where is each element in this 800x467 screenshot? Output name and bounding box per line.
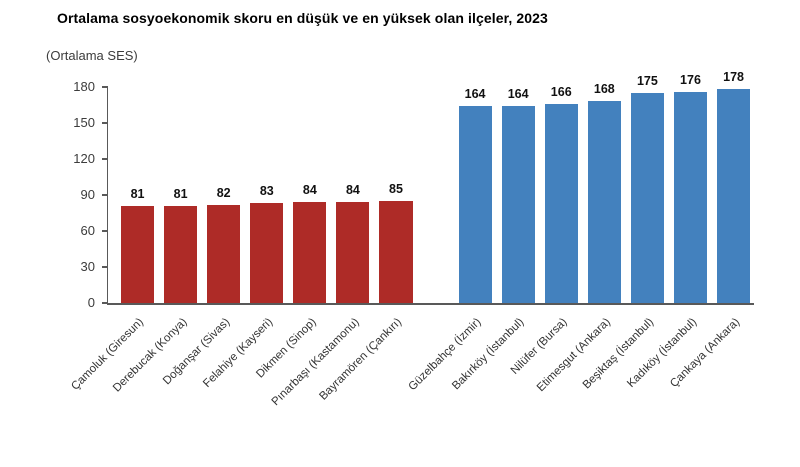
bar: [587, 101, 621, 303]
bar-slot: 84 Dikmen (Sinop): [254, 87, 327, 381]
x-axis-category-label: Çamoluk (Giresun): [69, 316, 147, 393]
bar-slot: 175 Beşiktaş (İstanbul): [581, 74, 664, 391]
bar-value-label: 178: [723, 70, 744, 85]
bar: [250, 203, 284, 303]
y-axis: 0 30 60 90 120 150 180: [48, 79, 108, 310]
bar-value-label: 82: [216, 185, 231, 200]
bar-value-label: 84: [345, 183, 360, 198]
bar-value-label: 175: [636, 74, 658, 88]
bar-slot: 164 Güzelbahçe (İzmir): [406, 87, 492, 393]
bar: [717, 89, 751, 303]
x-axis-category-label: Bayramören (Çankırı): [317, 316, 405, 403]
bar-value-label: 166: [550, 84, 572, 99]
bar-value-label: 164: [507, 87, 529, 102]
y-axis-tick-label: 90: [80, 187, 95, 202]
y-axis-tick-mark: [102, 230, 108, 232]
chart-title: Ortalama sosyoekonomik skoru en düşük ve…: [57, 10, 548, 26]
bar-value-label: 168: [593, 82, 615, 97]
bar: [207, 204, 241, 303]
y-axis-tick-mark: [102, 194, 108, 196]
y-axis-unit-label: (Ortalama SES): [46, 48, 138, 63]
bar-slot: 82 Doğanşar (Sivas): [161, 87, 241, 387]
bar: [336, 202, 370, 303]
bar-value-label: 81: [173, 186, 188, 201]
bar: [544, 103, 578, 303]
bar: [458, 106, 492, 303]
y-axis-tick-label: 60: [80, 223, 95, 238]
bar-value-label: 84: [302, 183, 317, 198]
y-axis-tick-mark: [102, 302, 108, 304]
bar: [630, 93, 664, 303]
bar-value-label: 176: [680, 72, 701, 87]
y-axis-tick-mark: [102, 266, 108, 268]
bar-slot: 164 Bakırköy (İstanbul): [450, 87, 535, 392]
bar: [501, 106, 535, 303]
bar-value-label: 83: [259, 184, 274, 199]
bar-slot: 85 Bayramören (Çankırı): [318, 87, 413, 403]
bar: [379, 201, 413, 303]
x-axis-category-label: Etimesgut (Ankara): [534, 316, 613, 395]
y-axis-tick-mark: [102, 86, 108, 88]
bar: [673, 91, 708, 303]
bar-value-label: 81: [130, 186, 145, 201]
group-spacer: [423, 87, 449, 303]
bar-slot: 168 Etimesgut (Ankara): [535, 82, 621, 394]
y-axis-tick-mark: [102, 158, 108, 160]
bar: [121, 205, 155, 303]
y-axis-tick-label: 150: [73, 115, 95, 130]
bar-value-label: 85: [389, 182, 403, 196]
x-axis-category-label: Derebucak (Konya): [110, 316, 190, 395]
bar: [164, 205, 198, 303]
bar-slot: 81 Derebucak (Konya): [111, 87, 198, 395]
bar-value-label: 164: [464, 87, 486, 102]
y-axis-tick-label: 180: [73, 79, 95, 94]
bars-area: 81 Çamoluk (Giresun) 81 Derebucak (Konya) 82…: [69, 70, 754, 408]
bar-slot: 81 Çamoluk (Giresun): [69, 87, 155, 393]
bar-slot: 83 Felahiye (Kayseri): [201, 87, 284, 390]
bar-chart-plot-area: 0 30 60 90 120 150 180 81 Çamoluk (Giresun) 81 De…: [69, 70, 754, 408]
bar-slot: 166 Nilüfer (Bursa): [509, 84, 578, 377]
y-axis-tick-label: 0: [87, 295, 95, 310]
y-axis-tick-label: 120: [73, 151, 95, 166]
bar-slot: 176 Kadıköy (İstanbul): [625, 73, 708, 390]
bar-slot: 84 Pınarbaşı (Kastamonu): [269, 87, 370, 408]
x-axis-category-label: Güzelbahçe (İzmir): [406, 316, 484, 394]
y-axis-tick-label: 30: [80, 259, 95, 274]
bar: [293, 202, 327, 303]
y-axis-tick-mark: [102, 122, 108, 124]
bar-slot: 178 Çankaya (Ankara): [668, 70, 751, 390]
